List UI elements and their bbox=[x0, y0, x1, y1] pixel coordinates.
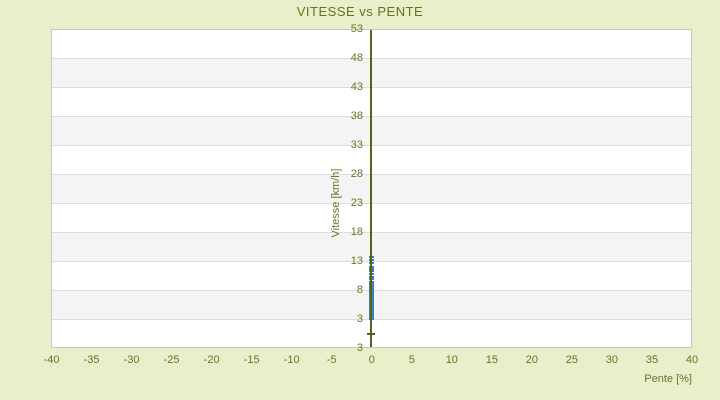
y-axis-minor-tick bbox=[367, 333, 375, 335]
x-axis-labels: -40 -35 -30 -25 -20 -15 -10 -5 0 5 10 15 20 25 30 35 40 bbox=[0, 354, 720, 368]
x-tick-label: 35 bbox=[645, 354, 659, 366]
y-tick-label: 48 bbox=[350, 52, 363, 64]
x-tick-label: -5 bbox=[326, 354, 337, 366]
y-axis-line bbox=[370, 30, 372, 347]
y-tick-label: 8 bbox=[356, 284, 363, 296]
x-tick-label: 40 bbox=[685, 354, 699, 366]
y-tick-label: 23 bbox=[350, 197, 363, 209]
x-tick-label: -10 bbox=[283, 354, 300, 366]
x-tick-label: -30 bbox=[123, 354, 140, 366]
x-tick-label: 5 bbox=[408, 354, 415, 366]
x-tick-label: -20 bbox=[203, 354, 220, 366]
x-tick-label: 25 bbox=[565, 354, 579, 366]
x-tick-label: -25 bbox=[163, 354, 180, 366]
y-axis-bottom-label: 3 bbox=[356, 342, 363, 354]
x-tick-label: 20 bbox=[525, 354, 538, 366]
x-tick-label: 10 bbox=[445, 354, 458, 366]
x-axis-title: Pente [%] bbox=[644, 373, 692, 385]
y-tick-label: 13 bbox=[350, 255, 363, 267]
x-tick-label: 0 bbox=[368, 354, 375, 366]
x-tick-label: 15 bbox=[485, 354, 498, 366]
y-tick-label: 18 bbox=[350, 226, 363, 238]
y-tick-label: 3 bbox=[356, 313, 363, 325]
y-tick-label: 28 bbox=[350, 168, 363, 180]
x-tick-label: -35 bbox=[83, 354, 100, 366]
y-tick-label: 53 bbox=[350, 23, 363, 35]
chart-title: VITESSE vs PENTE bbox=[296, 4, 424, 19]
x-tick-label: -40 bbox=[43, 354, 60, 366]
y-tick-label: 33 bbox=[350, 139, 363, 151]
y-tick-label: 43 bbox=[350, 81, 363, 93]
plot-area: 53 48 43 38 33 28 23 18 13 8 3 3 bbox=[51, 23, 692, 354]
x-tick-label: 30 bbox=[605, 354, 619, 366]
x-tick-label: -15 bbox=[243, 354, 260, 366]
y-tick-label: 38 bbox=[350, 110, 363, 122]
